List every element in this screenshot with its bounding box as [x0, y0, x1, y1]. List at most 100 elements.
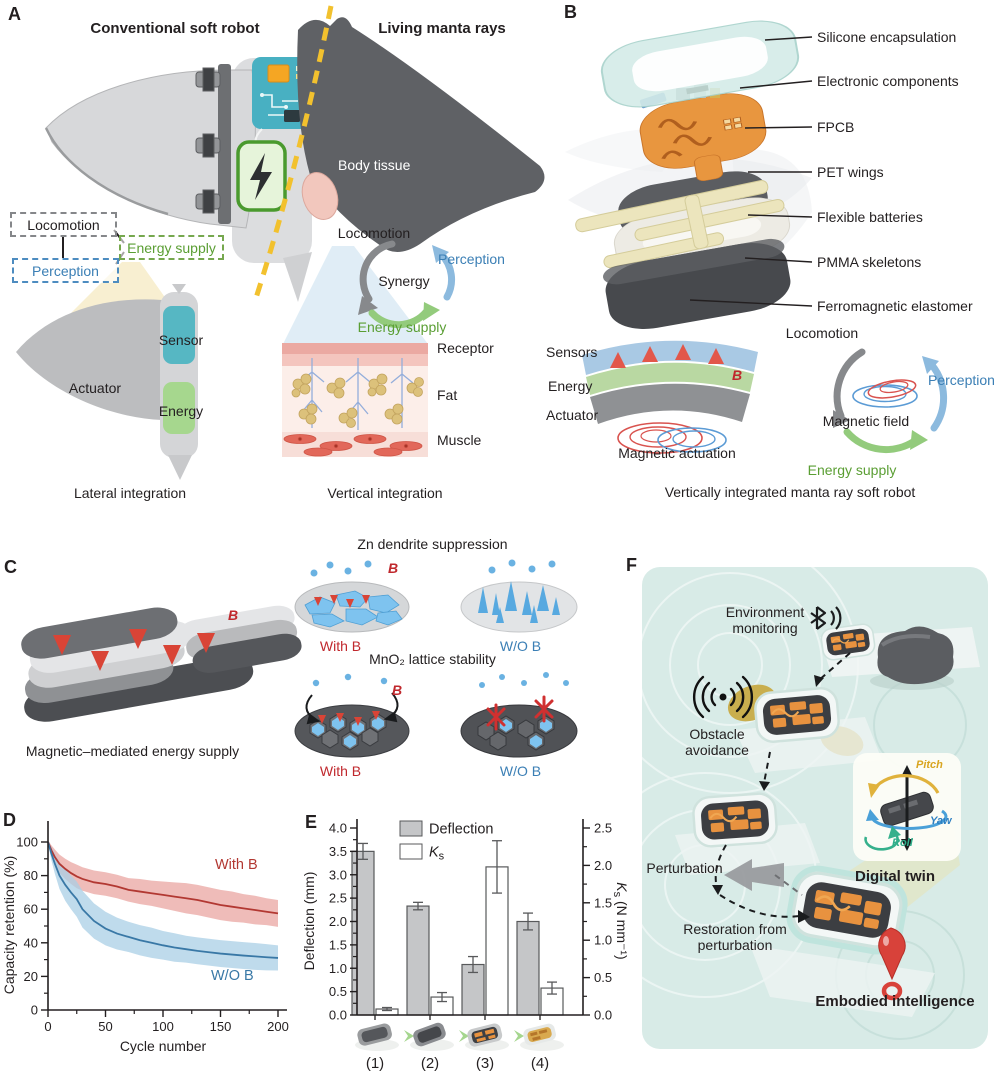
svg-text:200: 200	[267, 1019, 289, 1034]
stack-sensors-label: Sensors	[546, 344, 598, 360]
digital-twin-inset	[853, 753, 961, 861]
insertion-arrows	[305, 692, 399, 725]
step-arrow-icon	[396, 1030, 414, 1042]
energy-label: Energy	[158, 403, 204, 419]
svg-text:(4): (4)	[531, 1055, 549, 1072]
step-arrow-icon	[451, 1030, 469, 1042]
deflection-stiffness-chart: (1) (2) (3) (4) 0.0 0.5 1.0 1.5 2.0 2.5 3.0 3.5 4.0 0…	[301, 819, 630, 1072]
svg-text:1.5: 1.5	[594, 895, 612, 910]
svg-text:100: 100	[152, 1019, 174, 1034]
panel-c-illustration	[21, 559, 578, 758]
svg-text:(2): (2)	[421, 1055, 439, 1072]
obstacle-avoidance-label: Obstacle avoidance	[685, 726, 749, 758]
panel-c-label: C	[4, 557, 17, 577]
zn-field-arrows	[316, 575, 368, 601]
robot-step-icon-3	[465, 1023, 509, 1051]
locomotion-box-label: Locomotion	[27, 216, 100, 233]
svg-text:4.0: 4.0	[329, 821, 347, 836]
svg-text:3.5: 3.5	[329, 844, 347, 859]
panel-b: B Silicone encapsulation Electronic comp…	[540, 0, 996, 510]
zn-ions	[310, 560, 372, 577]
layer-electronics: Electronic components	[817, 73, 959, 89]
sensor-block	[163, 306, 195, 364]
svg-text:(1): (1)	[366, 1055, 384, 1072]
svg-text:Deflection: Deflection	[429, 822, 493, 838]
mno2-field-arrows	[320, 687, 378, 719]
mno2-disc-wo-b	[460, 672, 578, 758]
actuation-field-lines	[617, 422, 727, 454]
skin-cross-section	[282, 343, 428, 457]
sensor-label: Sensor	[158, 332, 204, 348]
wo-b-label-2: W/O B	[499, 763, 542, 779]
body-tissue-patch	[301, 172, 339, 220]
cycle-synergy: Synergy	[378, 273, 430, 289]
svg-text:2.0: 2.0	[329, 914, 347, 929]
layer-elastomer: Ferromagnetic elastomer	[817, 298, 973, 314]
field-arrows	[610, 344, 724, 412]
svg-text:0.0: 0.0	[329, 1008, 347, 1023]
b-cycle-energy: Energy supply	[807, 462, 897, 478]
svg-text:0.0: 0.0	[594, 1008, 612, 1023]
c-b-symbol-2: B	[388, 560, 399, 576]
restoration-label: Restoration from perturbation	[683, 921, 787, 953]
elastomer-shape	[603, 238, 791, 329]
muscle-fibers	[283, 434, 423, 457]
environment-monitoring-label: Environment monitoring	[725, 604, 805, 636]
muscle-label: Muscle	[437, 432, 482, 448]
roll-arc	[864, 831, 899, 851]
roll-label: Roll	[892, 837, 913, 849]
svg-text:0.5: 0.5	[594, 970, 612, 985]
svg-text:Cycle number: Cycle number	[120, 1038, 207, 1054]
small-manta	[16, 284, 198, 480]
svg-text:Ks: Ks	[429, 845, 445, 863]
perturbation-arrow	[724, 859, 784, 891]
mno2-title: MnO₂ lattice stability	[369, 651, 496, 667]
zn-disc-with-b	[294, 560, 410, 633]
actuator-label: Actuator	[68, 380, 122, 396]
svg-text:0: 0	[31, 1003, 38, 1018]
magnetic-field-label: Magnetic field	[822, 413, 910, 429]
svg-text:3.0: 3.0	[329, 867, 347, 882]
panel-a-label: A	[8, 4, 21, 24]
pitch-arc	[872, 774, 940, 794]
svg-text:150: 150	[210, 1019, 232, 1034]
b-cycle-perception: Perception	[928, 372, 995, 388]
digital-twin-label: Digital twin	[855, 868, 935, 885]
deflection-bar	[406, 905, 430, 1016]
battery-icon	[236, 140, 287, 212]
magnetic-actuation-label: Magnetic actuation	[618, 445, 736, 461]
pcb-icon	[252, 57, 310, 129]
with-b-label-1: With B	[319, 638, 362, 654]
panel-a: A Conventional soft robot Living manta r…	[0, 0, 560, 510]
robot-step-icon-4	[520, 1023, 564, 1051]
svg-text:Deflection (mm): Deflection (mm)	[301, 872, 317, 971]
layer-pmma: PMMA skeletons	[817, 254, 922, 270]
lattice-damage-icon	[486, 695, 554, 731]
manta-robot-3	[675, 791, 820, 875]
deflection-bar	[516, 920, 540, 1016]
panel-f-illustration	[642, 567, 988, 1049]
svg-text:(3): (3)	[476, 1055, 494, 1072]
legend-ks-swatch	[399, 843, 423, 860]
line-W/O B	[47, 841, 279, 959]
silicone-shape	[600, 20, 800, 108]
layered-stack	[582, 340, 758, 454]
title-living: Living manta rays	[378, 20, 506, 37]
fat-cells	[291, 373, 424, 428]
step-arrow-icon	[506, 1030, 524, 1042]
location-pin-icon	[878, 927, 906, 1001]
panel-a-illustration	[16, 5, 545, 480]
mno2-disc-with-b	[294, 673, 410, 758]
pitch-label: Pitch	[916, 759, 943, 771]
energy-block	[163, 382, 195, 434]
cycle-perception: Perception	[438, 251, 505, 267]
embodied-intelligence-label: Embodied intelligence	[815, 993, 975, 1010]
svg-text:50: 50	[98, 1019, 112, 1034]
perturbation-label: Perturbation	[646, 860, 723, 876]
panel-c: C B Zn dendrite suppression B With B W/O…	[0, 535, 630, 805]
locomotion-box: Locomotion	[10, 212, 117, 237]
zn-disc-wo-b	[460, 559, 578, 633]
stack-actuator-label: Actuator	[546, 407, 599, 423]
panel-e-label: E	[305, 812, 318, 832]
